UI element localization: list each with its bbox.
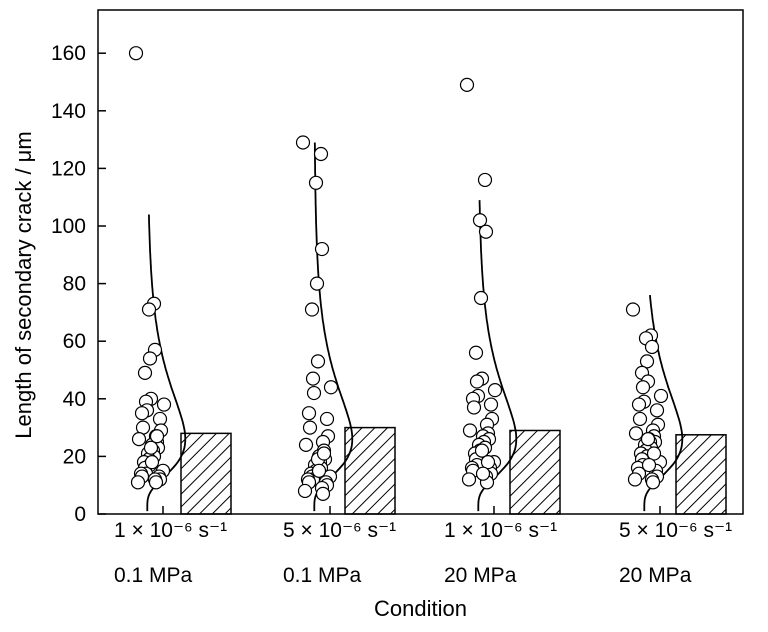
point-1-3	[141, 302, 157, 317]
point-2-38	[311, 463, 327, 478]
point-4-11	[631, 397, 647, 412]
x-category-label-1-pressure: 0.1 MPa	[114, 564, 193, 587]
point-1-11	[134, 406, 150, 421]
distribution-curve-3	[477, 200, 518, 512]
bar-3	[509, 429, 561, 515]
y-tick-label-60: 60	[63, 330, 86, 353]
point-3-34	[461, 472, 477, 487]
y-tick-label-100: 100	[51, 215, 86, 238]
point-4-13	[632, 411, 648, 427]
x-category-label-2-rate: 5 × 10⁻⁶ s⁻¹	[283, 519, 397, 542]
y-tick-label-160: 160	[51, 42, 86, 65]
point-2-35	[315, 486, 331, 501]
point-4-35	[645, 475, 661, 490]
x-category-label-4-rate: 5 × 10⁻⁶ s⁻¹	[619, 519, 733, 542]
bar-4	[675, 434, 727, 515]
point-3-5	[473, 290, 489, 306]
point-3-3	[472, 213, 488, 228]
bar-2	[344, 426, 396, 515]
point-2-9	[323, 380, 339, 395]
point-4-34	[627, 472, 643, 487]
point-1-6	[137, 365, 153, 380]
point-1-5	[142, 351, 158, 366]
x-category-label-2-pressure: 0.1 MPa	[283, 564, 362, 587]
point-1-36	[143, 440, 159, 455]
point-2-11	[301, 406, 317, 421]
point-1-16	[131, 432, 147, 447]
point-2-5	[309, 276, 325, 291]
point-4-4	[644, 339, 660, 355]
point-3-4	[478, 224, 494, 239]
plot-frame	[97, 9, 744, 515]
point-4-38	[641, 457, 657, 473]
point-3-13	[466, 400, 482, 415]
point-2-10	[306, 385, 322, 401]
x-category-label-1-rate: 1 × 10⁻⁶ s⁻¹	[114, 519, 228, 542]
point-1-9	[156, 397, 172, 412]
point-4-36	[640, 432, 656, 447]
point-4-16	[628, 426, 644, 441]
x-category-label-3-pressure: 20 MPa	[444, 564, 517, 587]
point-1-38	[144, 455, 160, 470]
point-2-4	[314, 241, 330, 257]
point-2-8	[305, 371, 321, 386]
point-4-8	[635, 380, 651, 395]
point-2-6	[304, 302, 320, 317]
y-tick-label-0: 0	[74, 503, 86, 526]
y-tick-label-120: 120	[51, 157, 86, 180]
point-2-16	[298, 437, 314, 452]
point-2-1	[295, 135, 311, 150]
point-2-37	[316, 446, 332, 461]
point-3-9	[487, 383, 503, 398]
point-1-1	[128, 46, 144, 61]
y-tick-label-140: 140	[51, 100, 86, 123]
x-category-label-4-pressure: 20 MPa	[619, 564, 692, 587]
point-1-37	[149, 429, 165, 444]
x-category-label-3-rate: 1 × 10⁻⁶ s⁻¹	[444, 519, 558, 542]
bar-1	[180, 432, 232, 515]
y-tick-label-20: 20	[63, 445, 86, 468]
point-3-8	[469, 374, 485, 389]
point-2-3	[308, 175, 324, 190]
point-1-35	[148, 475, 164, 490]
point-4-12	[649, 403, 665, 418]
point-4-9	[653, 388, 669, 404]
point-3-16	[462, 423, 478, 438]
point-2-12	[319, 411, 335, 427]
point-3-38	[475, 466, 491, 481]
point-3-2	[477, 172, 493, 188]
point-1-34	[130, 475, 146, 490]
distribution-curve-1	[146, 214, 187, 512]
point-3-1	[459, 77, 475, 92]
distribution-curve-2	[313, 142, 354, 512]
point-2-2	[313, 146, 329, 162]
point-3-6	[468, 345, 484, 360]
point-2-13	[302, 420, 318, 435]
point-3-12	[483, 397, 499, 412]
x-axis-title: Condition	[374, 596, 467, 621]
y-axis-title: Length of secondary crack / μm	[11, 131, 36, 439]
point-2-7	[310, 354, 326, 369]
point-2-34	[297, 483, 313, 499]
point-4-1	[625, 302, 641, 317]
y-tick-label-40: 40	[63, 388, 86, 411]
point-3-36	[474, 443, 490, 458]
y-tick-label-80: 80	[63, 273, 86, 296]
